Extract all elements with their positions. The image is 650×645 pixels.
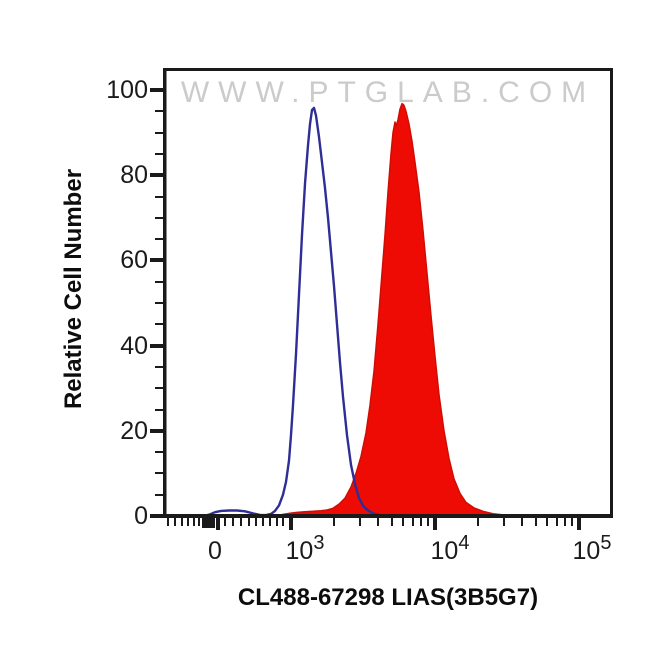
blue-control-histogram — [163, 106, 395, 518]
x-tick-base: 0 — [208, 537, 222, 565]
y-minor-tick — [155, 238, 163, 241]
y-tick-label: 20 — [120, 416, 148, 445]
x-minor-tick — [359, 518, 361, 526]
y-minor-tick — [155, 110, 163, 113]
x-minor-tick — [224, 518, 226, 526]
x-major-tick — [216, 518, 220, 530]
y-minor-tick — [155, 323, 163, 326]
x-cluster-tick — [205, 518, 209, 528]
x-tick-exponent: 5 — [600, 532, 612, 554]
x-minor-tick — [402, 518, 404, 526]
y-minor-tick — [155, 216, 163, 219]
y-minor-tick — [155, 472, 163, 475]
plot-area: WWW.PTGLAB.COM CL488-67298 LIAS(3B5G7) 0… — [106, 68, 613, 611]
y-tick-label: 80 — [120, 161, 148, 190]
x-minor-tick — [427, 518, 429, 526]
x-minor-tick — [556, 518, 558, 526]
y-minor-tick — [155, 195, 163, 198]
x-minor-tick — [412, 518, 414, 526]
x-minor-tick — [255, 518, 257, 526]
x-major-tick — [577, 518, 581, 530]
y-minor-tick — [155, 365, 163, 368]
x-minor-tick — [391, 518, 393, 526]
x-minor-tick — [181, 518, 183, 526]
x-minor-tick — [420, 518, 422, 526]
x-minor-tick — [521, 518, 523, 526]
y-major-tick — [150, 173, 163, 178]
x-minor-tick — [546, 518, 548, 526]
y-minor-tick — [155, 152, 163, 155]
x-major-tick — [433, 518, 437, 530]
y-minor-tick — [155, 280, 163, 283]
y-major-tick — [150, 428, 163, 433]
y-minor-tick — [155, 131, 163, 134]
x-tick-base: 10 — [572, 537, 601, 565]
y-major-tick — [150, 88, 163, 92]
x-tick-label: 104 — [430, 532, 470, 566]
y-minor-tick — [155, 302, 163, 304]
x-minor-tick — [333, 518, 335, 526]
x-cluster-tick — [208, 518, 212, 528]
x-cluster-tick — [202, 518, 206, 528]
x-tick-base: 10 — [430, 537, 459, 565]
x-minor-tick — [477, 518, 479, 526]
x-tick-label: 103 — [285, 532, 325, 566]
x-minor-tick — [571, 518, 573, 526]
x-axis-title: CL488-67298 LIAS(3B5G7) — [237, 584, 539, 611]
y-minor-tick — [155, 387, 163, 390]
x-minor-tick — [187, 518, 189, 526]
y-tick-label: 100 — [106, 76, 148, 104]
x-minor-tick — [198, 518, 200, 526]
y-tick-label: 60 — [120, 246, 148, 275]
histogram-svg — [163, 68, 613, 518]
x-minor-tick — [240, 518, 242, 526]
x-minor-tick — [174, 518, 176, 526]
x-minor-tick — [193, 518, 195, 526]
x-minor-tick — [503, 518, 505, 526]
x-minor-tick — [232, 518, 234, 526]
x-minor-tick — [535, 518, 537, 526]
y-tick-label: 40 — [120, 331, 148, 360]
x-major-tick — [289, 518, 293, 530]
red-filled-histogram — [274, 102, 512, 517]
y-minor-tick — [155, 451, 163, 454]
y-major-tick — [150, 343, 163, 348]
x-minor-tick — [276, 518, 278, 526]
x-cluster-tick — [211, 518, 215, 528]
x-minor-tick — [167, 518, 169, 526]
y-minor-tick — [155, 493, 163, 496]
y-minor-tick — [155, 408, 163, 411]
y-tick-label: 0 — [134, 502, 148, 530]
x-tick-exponent: 3 — [313, 532, 325, 554]
x-tick-exponent: 4 — [458, 532, 470, 554]
x-tick-base: 10 — [285, 537, 314, 565]
y-major-tick — [150, 514, 163, 518]
x-minor-tick — [248, 518, 250, 526]
y-major-tick — [150, 258, 163, 263]
x-minor-tick — [269, 518, 271, 526]
y-axis-title: Relative Cell Number — [60, 168, 87, 410]
x-minor-tick — [377, 518, 379, 526]
x-tick-label: 0 — [208, 538, 222, 564]
x-tick-label: 105 — [572, 532, 612, 566]
x-minor-tick — [262, 518, 264, 526]
x-minor-tick — [282, 518, 284, 526]
x-minor-tick — [564, 518, 566, 526]
